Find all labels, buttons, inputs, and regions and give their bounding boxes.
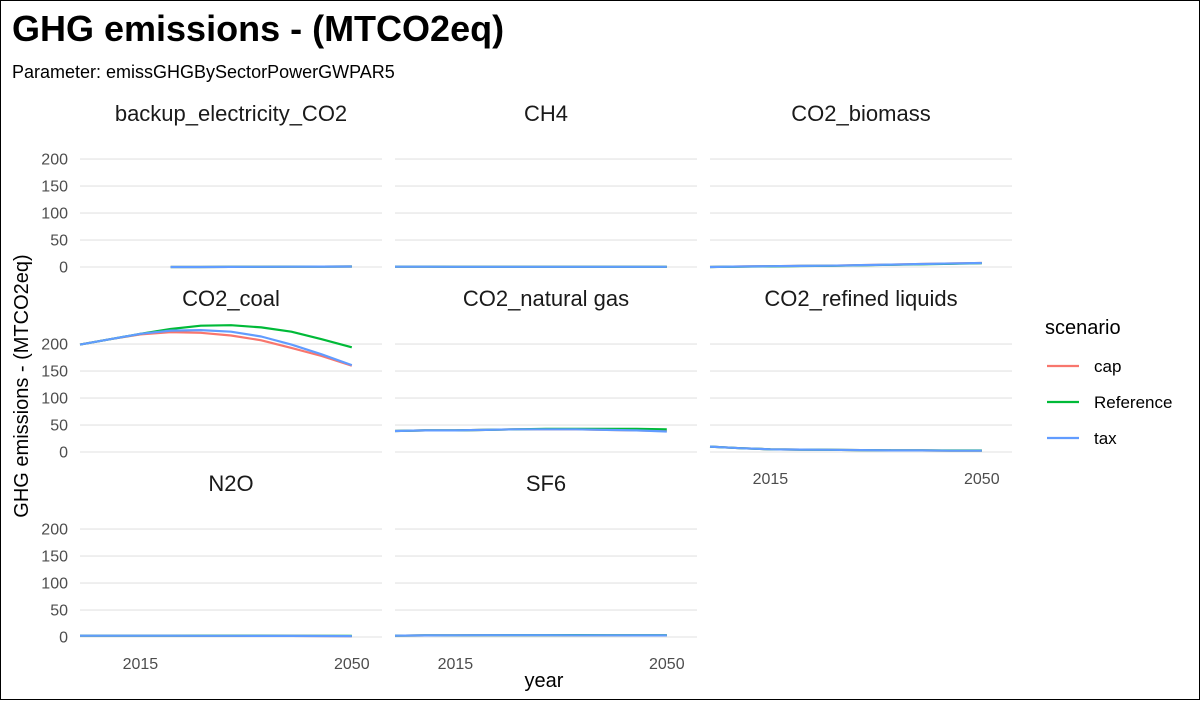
facet-ch4: CH4 [395,101,697,267]
y-tick-label: 200 [41,522,68,539]
legend-entry-tax: tax [1047,429,1117,448]
facet-label: CO2_biomass [791,101,930,126]
facet-label: CO2_coal [182,286,280,311]
series-line-tax [171,267,352,268]
x-tick-label: 2015 [438,656,474,673]
y-tick-label: 150 [41,364,68,381]
y-tick-label: 100 [41,206,68,223]
x-axis-title: year [525,670,564,692]
legend-label: Reference [1094,393,1172,412]
facet-co2-biomass: CO2_biomass [710,101,1012,267]
y-tick-label: 0 [59,445,68,462]
y-tick-label: 50 [50,603,68,620]
x-tick-label: 2050 [334,656,370,673]
legend-label: tax [1094,429,1117,448]
series-line-tax [395,429,667,431]
legend: scenario cap Reference tax [1045,317,1172,448]
x-tick-label: 2050 [649,656,685,673]
series-line-tax [80,330,352,365]
legend-entry-cap: cap [1047,357,1121,376]
y-tick-label: 50 [50,233,68,250]
facet-n2o: N2O 0 50 100 150 200 2015 2050 [41,471,382,673]
y-tick-label: 200 [41,337,68,354]
x-tick-label: 2015 [123,656,159,673]
y-tick-label: 0 [59,630,68,647]
y-tick-label: 100 [41,576,68,593]
series-line-tax [395,635,667,636]
y-tick-label: 200 [41,152,68,169]
legend-label: cap [1094,357,1121,376]
facet-co2-refined-liquids: CO2_refined liquids 2015 2050 [710,286,1012,488]
facet-label: backup_electricity_CO2 [115,101,347,126]
facet-label: SF6 [526,471,566,496]
legend-title: scenario [1045,317,1121,339]
facet-backup-electricity-co2: backup_electricity_CO2 0 50 100 150 200 [41,101,382,277]
facet-label: CO2_natural gas [463,286,629,311]
facet-co2-natural-gas: CO2_natural gas [395,286,697,452]
x-tick-label: 2015 [753,471,789,488]
x-tick-label: 2050 [964,471,1000,488]
facet-label: CO2_refined liquids [764,286,957,311]
facet-panels: backup_electricity_CO2 0 50 100 150 200 CH4 CO2… [41,101,1012,673]
series-line-tax [710,447,982,451]
y-tick-label: 100 [41,391,68,408]
y-tick-label: 150 [41,179,68,196]
y-tick-label: 50 [50,418,68,435]
legend-entry-reference: Reference [1047,393,1172,412]
y-tick-label: 0 [59,260,68,277]
facet-sf6: SF6 2015 2050 [395,471,697,673]
facet-co2-coal: CO2_coal 0 50 100 150 200 [41,286,382,462]
chart-title: GHG emissions - (MTCO2eq) [12,8,504,49]
facet-label: N2O [208,471,253,496]
chart-subtitle: Parameter: emissGHGBySectorPowerGWPAR5 [12,62,395,82]
facet-label: CH4 [524,101,568,126]
y-axis-title: GHG emissions - (MTCO2eq) [11,254,33,517]
y-tick-label: 150 [41,549,68,566]
